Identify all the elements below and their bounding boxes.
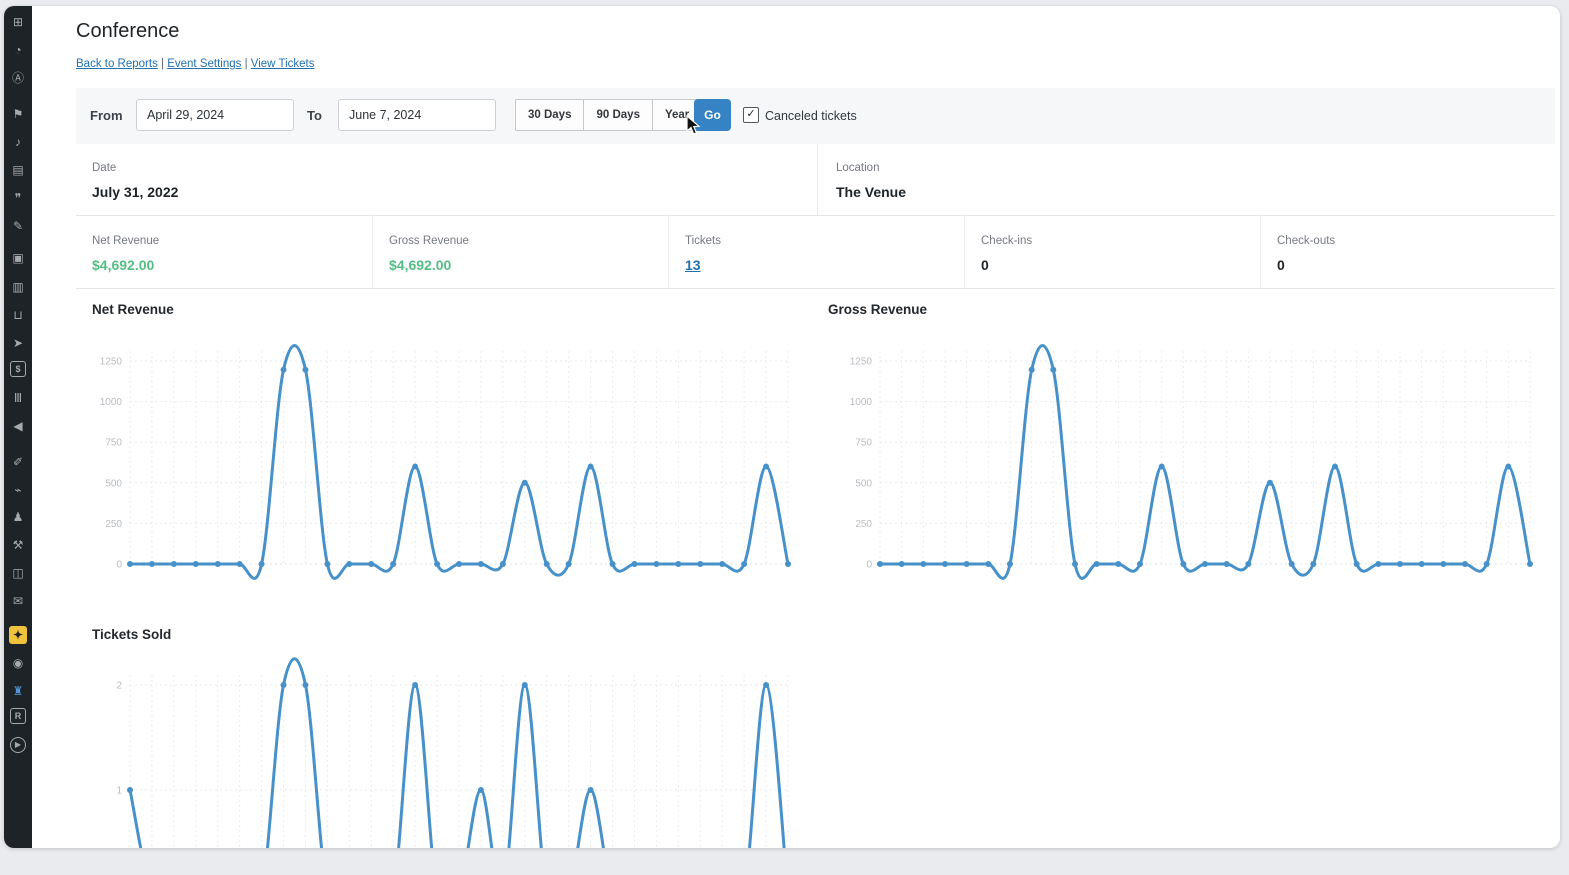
page-title: Conference	[76, 20, 179, 43]
tools-icon[interactable]: ⚒	[9, 536, 27, 554]
from-date-input[interactable]	[136, 99, 294, 131]
svg-text:0: 0	[866, 560, 872, 571]
svg-text:1250: 1250	[850, 357, 873, 368]
svg-text:1000: 1000	[100, 397, 123, 408]
svg-text:250: 250	[105, 519, 122, 530]
info-divider	[817, 144, 818, 215]
comments-icon[interactable]: ❞	[9, 189, 27, 207]
media-icon[interactable]: ♪	[9, 133, 27, 151]
stat-value: 0	[1277, 257, 1555, 273]
cart-icon[interactable]: ⊔	[9, 306, 27, 324]
r-badge-icon[interactable]: R	[10, 708, 26, 724]
svg-text:750: 750	[105, 438, 122, 449]
mail-icon[interactable]: ✉	[9, 592, 27, 610]
canceled-tickets-checkbox[interactable]: ✓	[743, 107, 759, 123]
canceled-tickets-label: Canceled tickets	[765, 109, 857, 123]
appearance-icon[interactable]: ✎	[9, 217, 27, 235]
stats-row: Net Revenue $4,692.00 Gross Revenue $4,6…	[76, 215, 1555, 289]
range-button-group: 30 Days 90 Days Year	[515, 99, 702, 131]
net-revenue-chart: 0 250 500 750 1000 1250	[76, 330, 806, 582]
location-label: Location	[836, 162, 879, 174]
filter-bar: From To 30 Days 90 Days Year Go ✓ Cancel…	[76, 88, 1555, 144]
date-label: Date	[92, 162, 116, 174]
svg-text:0: 0	[116, 560, 122, 571]
event-settings-link[interactable]: Event Settings	[167, 58, 241, 70]
from-label: From	[90, 108, 123, 123]
location-value: The Venue	[836, 184, 906, 200]
range-30-days-button[interactable]: 30 Days	[515, 99, 584, 131]
brush-icon[interactable]: ✐	[9, 453, 27, 471]
stat-value: $4,692.00	[389, 257, 668, 273]
svg-text:2: 2	[116, 681, 122, 692]
svg-text:500: 500	[105, 478, 122, 489]
tickets-plugin-icon[interactable]: ✦	[9, 626, 27, 644]
event-info-row: Date July 31, 2022 Location The Venue	[76, 144, 1555, 216]
date-value: July 31, 2022	[92, 184, 178, 200]
view-tickets-link[interactable]: View Tickets	[251, 58, 315, 70]
camera-plugin-icon[interactable]: ◉	[9, 654, 27, 672]
stat-label: Net Revenue	[92, 235, 159, 247]
event-location-cell: Location The Venue	[836, 158, 906, 200]
net-revenue-heading: Net Revenue	[92, 302, 174, 317]
settings-panel-icon[interactable]: ◫	[9, 564, 27, 582]
range-90-days-button[interactable]: 90 Days	[584, 99, 652, 131]
pages-icon[interactable]: ▤	[9, 161, 27, 179]
gross-revenue-heading: Gross Revenue	[828, 302, 927, 317]
tickets-sold-heading: Tickets Sold	[92, 627, 171, 642]
screenshot-stage: ⊞ ◔ Ⓐ ⚑ ♪ ▤ ❞ ✎ ▣ ▥ ⊔ ➤ $ Ⅲ ◀ ✐ ⌁ ♟ ⚒ ◫ ✉ ✦ ◉ ♜ R ▶ Conference Ba…	[0, 0, 1569, 875]
a-badge-icon[interactable]: Ⓐ	[9, 69, 27, 87]
to-date-input[interactable]	[338, 99, 496, 131]
tickets-sold-chart: 12	[76, 655, 806, 848]
admin-sidebar: ⊞ ◔ Ⓐ ⚑ ♪ ▤ ❞ ✎ ▣ ▥ ⊔ ➤ $ Ⅲ ◀ ✐ ⌁ ♟ ⚒ ◫ ✉ ✦ ◉ ♜ R ▶	[4, 6, 32, 848]
page-content: Conference Back to Reports | Event Setti…	[32, 6, 1560, 848]
stat-value: $4,692.00	[92, 257, 372, 273]
bar-chart-icon[interactable]: Ⅲ	[9, 389, 27, 407]
posts-pin-icon[interactable]: ⚑	[9, 105, 27, 123]
stat-check-outs: Check-outs 0	[1261, 215, 1555, 288]
swoosh-icon[interactable]: ➤	[9, 334, 27, 352]
dashboard-gauge-icon[interactable]: ◔	[9, 41, 27, 59]
back-to-reports-link[interactable]: Back to Reports	[76, 58, 158, 70]
breadcrumb-links: Back to Reports | Event Settings | View …	[76, 58, 314, 70]
go-button[interactable]: Go	[694, 99, 731, 131]
stat-label: Check-ins	[981, 235, 1032, 247]
svg-text:1000: 1000	[850, 397, 873, 408]
stat-gross-revenue: Gross Revenue $4,692.00	[373, 215, 669, 288]
stat-value: 0	[981, 257, 1260, 273]
svg-text:500: 500	[855, 478, 872, 489]
plugins-icon[interactable]: ⌁	[9, 481, 27, 499]
tickets-count-link[interactable]: 13	[685, 257, 964, 273]
grid-icon[interactable]: ⊞	[9, 13, 27, 31]
gross-revenue-chart: 0 250 500 750 1000 1250	[823, 330, 1555, 582]
megaphone-icon[interactable]: ◀	[9, 417, 27, 435]
stat-tickets: Tickets 13	[669, 215, 965, 288]
event-date-cell: Date July 31, 2022	[92, 158, 178, 200]
stat-check-ins: Check-ins 0	[965, 215, 1261, 288]
users-icon[interactable]: ♟	[9, 508, 27, 526]
svg-text:1250: 1250	[100, 357, 123, 368]
svg-text:250: 250	[855, 519, 872, 530]
payments-icon[interactable]: $	[10, 361, 26, 377]
stat-label: Tickets	[685, 235, 721, 247]
stat-label: Check-outs	[1277, 235, 1335, 247]
archive-icon[interactable]: ▥	[9, 278, 27, 296]
stat-net-revenue: Net Revenue $4,692.00	[76, 215, 373, 288]
events-building-icon[interactable]: ♜	[9, 682, 27, 700]
plugin-box-icon[interactable]: ▣	[9, 249, 27, 267]
svg-text:1: 1	[116, 786, 122, 797]
svg-text:750: 750	[855, 438, 872, 449]
stat-label: Gross Revenue	[389, 235, 469, 247]
to-label: To	[307, 108, 322, 123]
admin-window: ⊞ ◔ Ⓐ ⚑ ♪ ▤ ❞ ✎ ▣ ▥ ⊔ ➤ $ Ⅲ ◀ ✐ ⌁ ♟ ⚒ ◫ ✉ ✦ ◉ ♜ R ▶ Conference Ba…	[4, 6, 1560, 848]
video-play-icon[interactable]: ▶	[10, 737, 26, 753]
